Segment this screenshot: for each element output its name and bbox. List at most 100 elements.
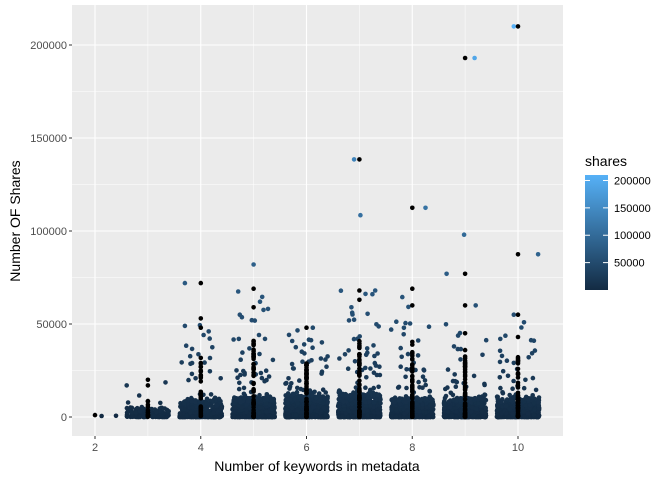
data-point	[320, 340, 325, 345]
data-point	[284, 407, 289, 412]
data-point	[452, 344, 457, 349]
data-point	[498, 360, 503, 365]
data-point	[469, 409, 474, 414]
data-point	[458, 398, 463, 403]
outlier-point	[183, 281, 188, 286]
data-point	[194, 404, 199, 409]
data-point	[340, 414, 345, 419]
data-point	[307, 337, 312, 342]
overlay-point	[199, 365, 204, 370]
data-point	[287, 333, 292, 338]
data-point	[263, 337, 268, 342]
outlier-point	[237, 337, 242, 342]
data-point	[416, 353, 421, 358]
data-point	[300, 359, 305, 364]
data-point	[510, 386, 515, 391]
data-point	[207, 336, 212, 341]
data-point	[131, 415, 136, 420]
data-point	[337, 356, 342, 361]
overlay-point	[463, 408, 468, 413]
data-point	[530, 351, 535, 356]
data-point	[523, 403, 528, 408]
data-point	[526, 355, 531, 360]
plot-panel	[72, 5, 563, 436]
data-point	[365, 312, 370, 317]
data-point	[350, 402, 355, 407]
outlier-point	[473, 303, 478, 308]
overlay-point	[357, 346, 362, 351]
data-point	[236, 415, 241, 420]
data-point	[480, 353, 485, 358]
data-point	[448, 405, 453, 410]
data-point	[137, 393, 142, 398]
data-point	[508, 407, 513, 412]
data-point	[453, 379, 458, 384]
data-point	[232, 405, 237, 410]
data-point	[537, 395, 542, 400]
data-point	[526, 411, 531, 416]
data-point	[158, 401, 163, 406]
data-point	[443, 387, 448, 392]
outlier-point	[536, 252, 541, 257]
data-point	[526, 397, 531, 402]
data-point	[321, 405, 326, 410]
data-point	[376, 415, 381, 420]
data-point	[163, 380, 168, 385]
data-point	[246, 399, 251, 404]
data-point	[421, 367, 426, 372]
outlier-point	[512, 312, 517, 317]
data-point	[188, 354, 193, 359]
data-point	[346, 366, 351, 371]
overlay-point	[251, 355, 256, 360]
data-point	[531, 376, 536, 381]
data-point	[295, 328, 300, 333]
data-point	[214, 415, 219, 420]
overlay-point	[357, 411, 362, 416]
overlay-point	[304, 375, 309, 380]
data-point	[193, 376, 198, 381]
data-point	[184, 343, 189, 348]
data-point	[337, 390, 342, 395]
data-point	[337, 396, 342, 401]
overlay-point	[463, 354, 468, 359]
data-point	[286, 401, 291, 406]
data-point	[114, 414, 119, 419]
data-point	[503, 333, 508, 338]
data-point	[402, 326, 407, 331]
data-point	[231, 337, 236, 342]
overlay-point	[251, 402, 256, 407]
data-point	[138, 409, 143, 414]
data-point	[483, 406, 488, 411]
overlay-point	[199, 356, 204, 361]
data-point	[310, 345, 315, 350]
outlier-point	[352, 157, 357, 162]
outlier-point	[462, 232, 467, 237]
data-point	[193, 400, 198, 405]
overlay-point	[463, 401, 468, 406]
outlier-point	[358, 213, 363, 218]
overlay-point	[410, 409, 415, 414]
data-point	[259, 371, 264, 376]
data-point	[186, 378, 191, 383]
data-point	[499, 400, 504, 405]
data-point	[125, 414, 130, 419]
data-point	[182, 401, 187, 406]
data-point	[321, 387, 326, 392]
overlay-point	[357, 387, 362, 392]
data-point	[290, 339, 295, 344]
data-point	[454, 384, 459, 389]
data-point	[352, 337, 357, 342]
data-point	[392, 400, 397, 405]
data-point	[343, 352, 348, 357]
data-point	[295, 408, 300, 413]
data-point	[403, 321, 408, 326]
data-point	[428, 403, 433, 408]
overlay-point	[463, 391, 468, 396]
data-point	[363, 366, 368, 371]
data-point	[399, 355, 404, 360]
data-point	[271, 358, 276, 363]
overlay-point	[304, 388, 309, 393]
data-point	[299, 387, 304, 392]
data-point	[442, 401, 447, 406]
